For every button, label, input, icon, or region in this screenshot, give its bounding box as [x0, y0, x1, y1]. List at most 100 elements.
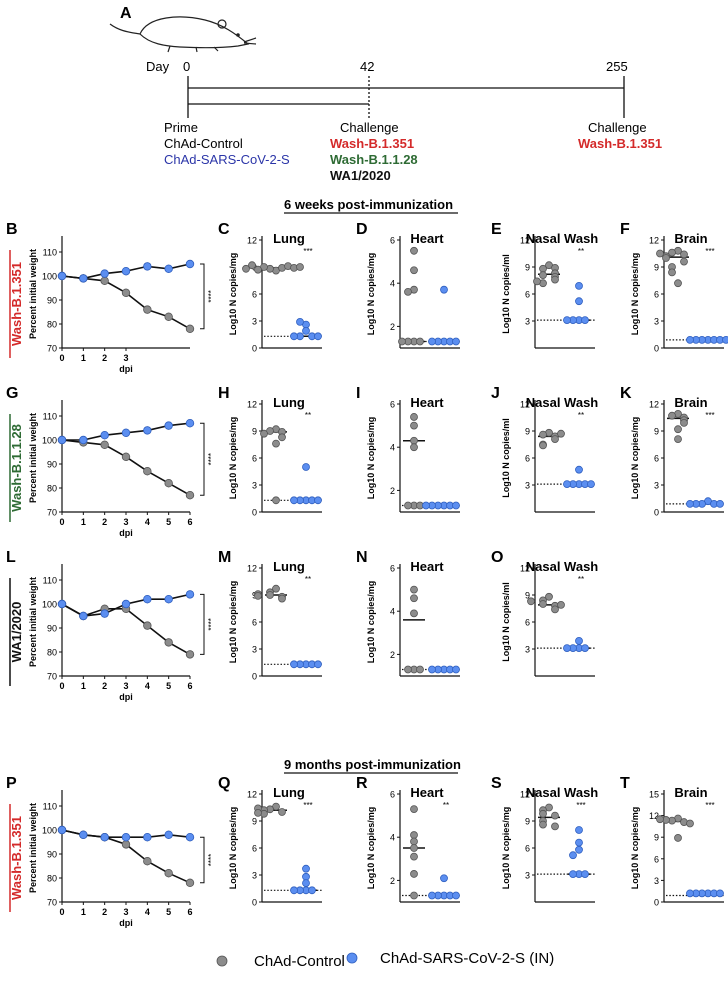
challenge-42-strain-1: Wash-B.1.351: [330, 136, 414, 151]
point-control-n-4: [404, 665, 412, 674]
y-tick-label-k-0: 0: [654, 508, 659, 518]
panel-letter-j: J: [491, 385, 500, 402]
y-tick-label-k-1: 3: [654, 481, 659, 491]
y-tick-label-f-3: 9: [654, 263, 659, 273]
panel-letter-c: C: [218, 221, 230, 238]
series-point-l-0-6: [185, 650, 195, 659]
y-label-i: Log10 N copies/mg: [366, 417, 376, 500]
point-control-m-0: [272, 584, 280, 593]
y-tick-label-p-2: 90: [47, 850, 57, 860]
panel-letter-h: H: [218, 385, 230, 402]
legend-vaccine-label: ChAd-SARS-CoV-2-S (IN): [380, 950, 554, 967]
panel-letter-q: Q: [218, 775, 230, 792]
timeline-panel: A Day 0 42 255 Prime ChAd-Control ChAd-S…: [109, 5, 662, 183]
x-tick-label-g-1: 1: [81, 517, 86, 527]
series-point-l-1-4: [143, 595, 152, 604]
point-vaccine-t-5: [686, 889, 694, 898]
y-tick-label-l-2: 90: [47, 624, 57, 634]
sig-bracket-l: [200, 593, 205, 655]
x-tick-label-b-1: 1: [81, 353, 86, 363]
y-label-k: Log10 N copies/mg: [630, 417, 640, 500]
y-tick-label-d-0: 2: [390, 322, 395, 332]
timeline-day-0: 0: [183, 59, 190, 74]
y-tick-label-b-4: 110: [43, 248, 57, 258]
series-point-b-1-5: [164, 264, 173, 273]
y-label-m: Log10 N copies/mg: [228, 581, 238, 664]
y-tick-label-h-2: 6: [252, 454, 257, 464]
point-vaccine-t-4: [716, 889, 724, 898]
panel-letter-r: R: [356, 775, 368, 792]
point-control-s-2: [539, 809, 547, 818]
y-tick-label-o-3: 12: [520, 564, 530, 574]
series-point-p-1-5: [164, 830, 173, 839]
point-control-d-7: [398, 337, 406, 346]
x-tick-label-b-0: 0: [59, 353, 64, 363]
chart-title-h: Lung: [273, 395, 305, 410]
y-tick-label-l-3: 100: [42, 600, 57, 610]
x-tick-label-l-0: 0: [59, 681, 64, 691]
point-vaccine-i-5: [422, 501, 430, 510]
sig-label-e: **: [578, 247, 584, 256]
y-tick-label-p-0: 70: [47, 898, 57, 908]
y-label-r: Log10 N copies/mg: [366, 807, 376, 890]
challenge-label-42: Challenge: [340, 120, 399, 135]
x-tick-label-g-6: 6: [187, 517, 192, 527]
point-vaccine-f-5: [686, 335, 694, 344]
point-vaccine-q-5: [308, 886, 316, 895]
point-control-j-1: [539, 430, 547, 439]
panel-letter-A: A: [120, 5, 132, 22]
point-vaccine-k-4: [716, 499, 724, 508]
series-point-l-1-1: [79, 611, 88, 621]
point-vaccine-j-4: [563, 480, 571, 489]
y-tick-label-p-1: 80: [47, 874, 57, 884]
series-point-g-1-2: [100, 431, 109, 440]
y-tick-label-t-1: 3: [654, 876, 659, 886]
series-point-p-0-5: [164, 869, 173, 878]
x-tick-label-p-6: 6: [187, 907, 192, 917]
y-label-q: Log10 N copies/mg: [228, 807, 238, 890]
sig-label-c: ***: [303, 247, 312, 256]
point-vaccine-e-0: [575, 281, 583, 290]
panel-letter-o: O: [491, 549, 503, 566]
point-control-r-5: [410, 870, 418, 878]
point-control-f-8: [674, 279, 682, 288]
point-control-c-9: [242, 264, 250, 273]
panel-letter-m: M: [218, 549, 231, 566]
panel-letter-b: B: [6, 221, 18, 238]
y-tick-label-g-1: 80: [47, 484, 57, 494]
series-point-p-1-3: [121, 833, 131, 842]
series-point-p-1-0: [57, 825, 67, 835]
point-control-h-5: [278, 433, 286, 442]
y-tick-label-e-3: 12: [520, 236, 530, 246]
y-tick-label-m-1: 3: [252, 645, 257, 655]
y-tick-label-f-0: 0: [654, 344, 659, 354]
sig-label-f: ***: [705, 247, 714, 256]
point-control-n-2: [410, 609, 418, 618]
x-tick-label-l-5: 5: [166, 681, 171, 691]
y-label-f: Log10 N copies/mg: [630, 253, 640, 336]
series-point-b-1-6: [185, 259, 195, 269]
y-tick-label-j-1: 6: [525, 454, 530, 464]
challenge-42-strain-3: WA1/2020: [330, 168, 391, 183]
section-title-9-months: 9 months post-immunization: [284, 757, 461, 772]
point-control-i-3: [410, 443, 418, 452]
series-point-l-1-6: [185, 590, 195, 599]
point-vaccine-r-0: [440, 874, 448, 883]
y-tick-label-o-1: 6: [525, 618, 530, 628]
point-control-r-6: [410, 891, 418, 900]
point-control-r-3: [410, 844, 418, 852]
sig-label-o: **: [578, 575, 584, 584]
y-tick-label-h-4: 12: [247, 400, 257, 410]
series-point-b-0-2: [100, 276, 109, 285]
point-control-j-6: [557, 429, 565, 438]
point-control-s-6: [551, 822, 559, 831]
row-label-p: Wash-B.1.351: [9, 816, 24, 900]
point-vaccine-s-6: [581, 870, 589, 878]
point-control-f-2: [680, 250, 688, 259]
point-vaccine-d-5: [452, 337, 460, 346]
x-tick-label-g-5: 5: [166, 517, 171, 527]
point-control-o-4: [551, 605, 559, 614]
y-label-d: Log10 N copies/mg: [366, 253, 376, 336]
y-tick-label-j-3: 12: [520, 400, 530, 410]
series-point-b-1-3: [121, 267, 131, 276]
